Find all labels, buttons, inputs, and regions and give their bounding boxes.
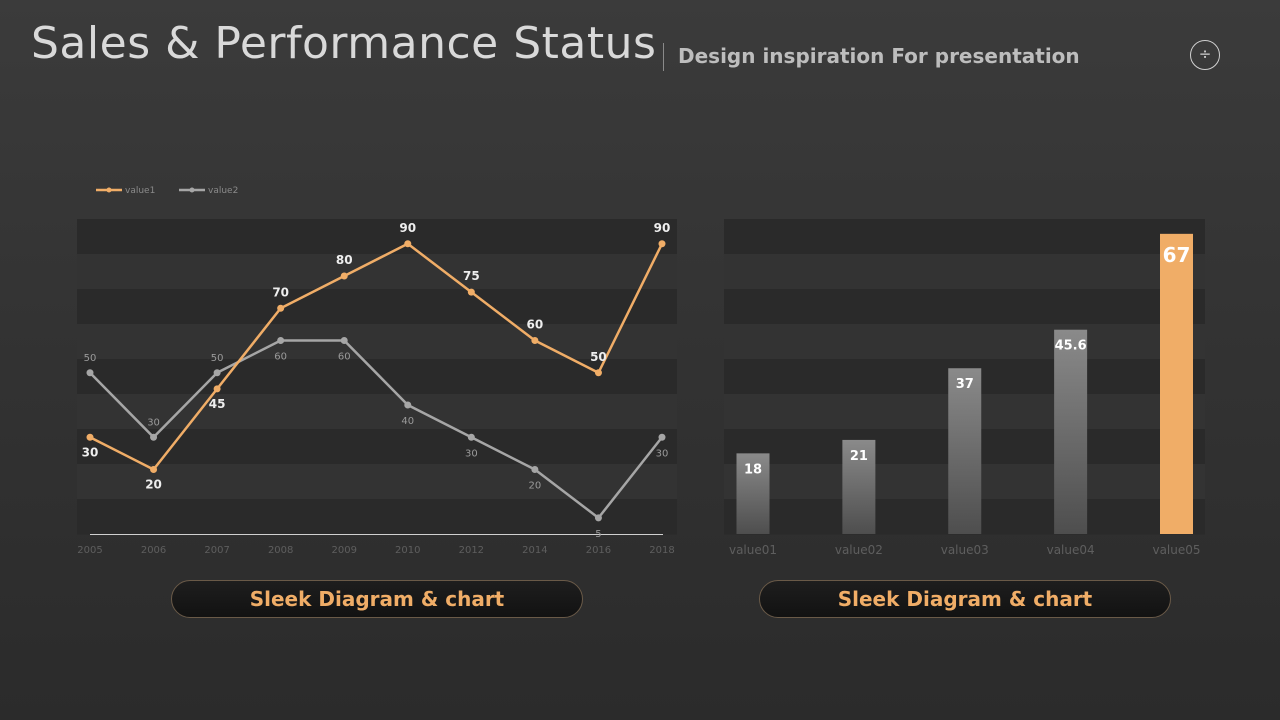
data-label-value2: 60 [338,352,351,363]
x-tick-label: 2008 [268,545,293,556]
legend-marker-value1 [106,187,112,193]
data-label-value1: 50 [590,350,607,364]
x-tick-label: value01 [729,543,777,557]
bar-value01 [736,453,770,534]
data-label-value2: 50 [84,353,97,364]
page-subtitle: Design inspiration For presentation [678,44,1080,68]
data-point-value2 [213,369,221,377]
grid-band [724,324,1205,360]
bar-value02 [842,439,876,534]
left-chart-button-label: Sleek Diagram & chart [249,587,505,611]
x-tick-label: value03 [941,543,989,557]
x-tick-label: value04 [1047,543,1095,557]
data-point-value2 [404,401,412,409]
grid-band [77,464,677,500]
page-title: Sales & Performance Status [31,18,657,69]
data-point-value1 [467,288,475,296]
data-point-value2 [340,337,348,344]
data-label-value2: 30 [656,448,669,459]
data-point-value1 [340,272,348,280]
data-label-value2: 5 [595,529,601,540]
grid-band [724,254,1205,290]
data-label-value1: 30 [82,445,99,459]
data-point-value1 [86,433,94,441]
bar-value-label: 45.6 [1055,339,1087,354]
data-point-value2 [467,433,475,441]
x-tick-label: 2010 [395,545,420,556]
bar-value05 [1160,233,1193,534]
data-label-value1: 80 [336,253,353,267]
grid-band [77,359,677,395]
x-tick-label: 2009 [331,545,356,556]
data-point-value1 [658,240,666,248]
right-chart-button-label: Sleek Diagram & chart [837,587,1093,611]
divide-icon: ÷ [1198,45,1212,63]
bar-chart: 18 value01 21 value02 37 value03 45.6 value04 67… [724,219,1205,557]
data-point-value2 [594,514,602,522]
data-label-value1: 90 [654,221,671,235]
x-tick-label: value02 [835,543,883,557]
data-point-value2 [658,433,666,441]
data-label-value2: 20 [529,481,542,492]
data-point-value1 [277,304,285,312]
grid-band [724,289,1205,325]
data-point-value1 [404,240,412,248]
data-label-value1: 20 [145,478,162,492]
series-line-value2 [89,339,663,520]
data-point-value1 [531,337,539,344]
data-point-value2 [531,466,539,473]
right-chart-button[interactable]: Sleek Diagram & chart [759,580,1171,618]
x-tick-label: 2007 [204,545,229,556]
series-line-value1 [89,242,664,471]
data-label-value1: 75 [463,269,480,283]
legend-label-value2: value2 [208,186,238,196]
grid-band [724,219,1205,255]
data-point-value2 [277,337,285,344]
data-label-value2: 30 [147,417,160,428]
data-point-value1 [213,385,221,393]
data-label-value2: 30 [465,448,478,459]
menu-button[interactable]: ÷ [1190,40,1220,70]
line-chart: 2005 2006 2007 2008 2009 2010 2012 2014 2016 2018… [77,186,677,556]
left-chart-button[interactable]: Sleek Diagram & chart [171,580,583,618]
x-tick-label: 2006 [141,545,166,556]
data-point-value2 [86,369,94,377]
bar-value-label: 67 [1163,243,1191,267]
data-label-value1: 90 [399,221,416,235]
data-point-value1 [150,466,158,473]
bar-value-label: 18 [744,462,762,477]
bar-value04 [1054,329,1088,534]
grid-band [77,429,677,465]
x-tick-label: 2014 [522,545,547,556]
legend-label-value1: value1 [125,186,155,196]
grid-band [77,219,677,255]
data-label-value2: 60 [274,352,287,363]
grid-band [77,289,677,325]
data-label-value2: 40 [401,416,414,427]
data-label-value1: 60 [527,318,544,332]
data-label-value1: 70 [272,285,289,299]
x-tick-label: 2012 [459,545,484,556]
legend-marker-value2 [189,187,195,193]
data-label-value1: 45 [209,397,226,411]
x-tick-label: 2018 [649,545,674,556]
grid-band [77,324,677,360]
data-point-value2 [150,433,158,441]
x-tick-label: value05 [1152,543,1200,557]
title-divider [663,43,664,71]
x-tick-label: 2005 [77,545,102,556]
x-tick-label: 2016 [586,545,611,556]
data-label-value2: 50 [211,353,224,364]
data-point-value1 [594,369,602,377]
grid-band [77,499,677,535]
bar-value-label: 37 [956,377,974,392]
bar-value03 [948,368,982,534]
bar-value-label: 21 [850,449,868,464]
